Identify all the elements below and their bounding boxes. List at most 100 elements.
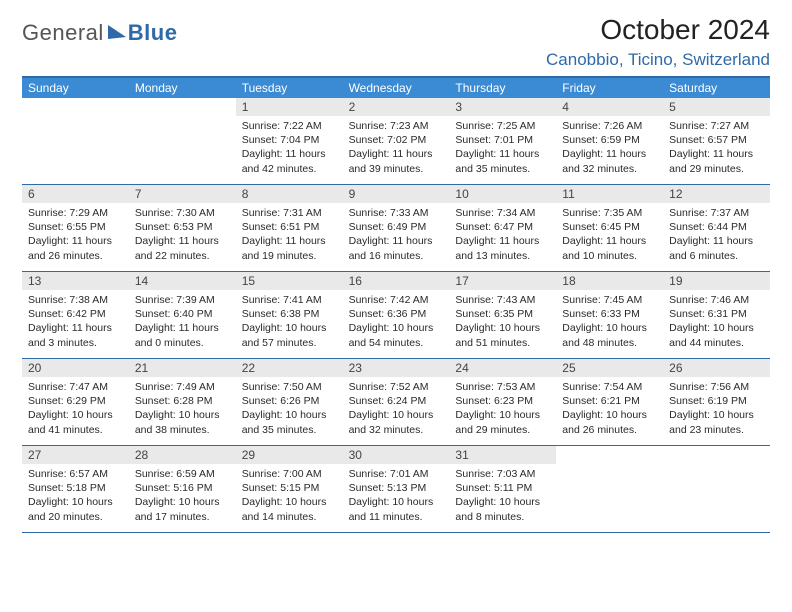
dow-header: Friday (556, 78, 663, 98)
day-number: 6 (22, 185, 129, 203)
daylight-value: Daylight: 10 hours and 11 minutes. (349, 495, 444, 523)
daylight-value: Daylight: 11 hours and 10 minutes. (562, 234, 657, 262)
day-cell: 19Sunrise: 7:46 AMSunset: 6:31 PMDayligh… (663, 272, 770, 358)
day-body: Sunrise: 6:59 AMSunset: 5:16 PMDaylight:… (129, 464, 236, 524)
day-number: 19 (663, 272, 770, 290)
day-cell: 25Sunrise: 7:54 AMSunset: 6:21 PMDayligh… (556, 359, 663, 445)
day-cell: 18Sunrise: 7:45 AMSunset: 6:33 PMDayligh… (556, 272, 663, 358)
sunrise-value: Sunrise: 7:01 AM (349, 467, 444, 481)
day-body: Sunrise: 7:01 AMSunset: 5:13 PMDaylight:… (343, 464, 450, 524)
day-number: 13 (22, 272, 129, 290)
day-body: Sunrise: 7:31 AMSunset: 6:51 PMDaylight:… (236, 203, 343, 263)
sunrise-value: Sunrise: 7:26 AM (562, 119, 657, 133)
day-body: Sunrise: 7:50 AMSunset: 6:26 PMDaylight:… (236, 377, 343, 437)
sunset-value: Sunset: 5:16 PM (135, 481, 230, 495)
day-number: 30 (343, 446, 450, 464)
day-number: 12 (663, 185, 770, 203)
day-body: Sunrise: 7:56 AMSunset: 6:19 PMDaylight:… (663, 377, 770, 437)
sunrise-value: Sunrise: 7:31 AM (242, 206, 337, 220)
sunrise-value: Sunrise: 7:34 AM (455, 206, 550, 220)
sunset-value: Sunset: 6:57 PM (669, 133, 764, 147)
day-number: 22 (236, 359, 343, 377)
sunrise-value: Sunrise: 7:33 AM (349, 206, 444, 220)
logo-text-general: General (22, 20, 104, 46)
dow-header: Wednesday (343, 78, 450, 98)
sunset-value: Sunset: 6:59 PM (562, 133, 657, 147)
daylight-value: Daylight: 11 hours and 29 minutes. (669, 147, 764, 175)
sunset-value: Sunset: 7:04 PM (242, 133, 337, 147)
calendar-page: General Blue October 2024 Canobbio, Tici… (0, 0, 792, 533)
day-number: 2 (343, 98, 450, 116)
calendar: SundayMondayTuesdayWednesdayThursdayFrid… (22, 76, 770, 533)
sunrise-value: Sunrise: 7:30 AM (135, 206, 230, 220)
daylight-value: Daylight: 10 hours and 51 minutes. (455, 321, 550, 349)
sunset-value: Sunset: 6:31 PM (669, 307, 764, 321)
day-number: 7 (129, 185, 236, 203)
day-cell: 8Sunrise: 7:31 AMSunset: 6:51 PMDaylight… (236, 185, 343, 271)
day-body: Sunrise: 7:52 AMSunset: 6:24 PMDaylight:… (343, 377, 450, 437)
day-number: 21 (129, 359, 236, 377)
daylight-value: Daylight: 11 hours and 6 minutes. (669, 234, 764, 262)
weeks-container: ..1Sunrise: 7:22 AMSunset: 7:04 PMDaylig… (22, 98, 770, 533)
sunrise-value: Sunrise: 7:23 AM (349, 119, 444, 133)
sunrise-value: Sunrise: 7:43 AM (455, 293, 550, 307)
daylight-value: Daylight: 10 hours and 17 minutes. (135, 495, 230, 523)
day-cell: 16Sunrise: 7:42 AMSunset: 6:36 PMDayligh… (343, 272, 450, 358)
sunset-value: Sunset: 6:40 PM (135, 307, 230, 321)
day-number: 3 (449, 98, 556, 116)
page-title: October 2024 (546, 14, 770, 46)
day-body: Sunrise: 7:54 AMSunset: 6:21 PMDaylight:… (556, 377, 663, 437)
day-number: 8 (236, 185, 343, 203)
sunset-value: Sunset: 6:24 PM (349, 394, 444, 408)
sunset-value: Sunset: 6:23 PM (455, 394, 550, 408)
sunrise-value: Sunrise: 7:45 AM (562, 293, 657, 307)
sunrise-value: Sunrise: 7:35 AM (562, 206, 657, 220)
day-number: 26 (663, 359, 770, 377)
day-number: 16 (343, 272, 450, 290)
dow-header: Monday (129, 78, 236, 98)
sunrise-value: Sunrise: 7:54 AM (562, 380, 657, 394)
day-cell: 22Sunrise: 7:50 AMSunset: 6:26 PMDayligh… (236, 359, 343, 445)
day-cell: 12Sunrise: 7:37 AMSunset: 6:44 PMDayligh… (663, 185, 770, 271)
day-number: 10 (449, 185, 556, 203)
day-cell: . (663, 446, 770, 532)
day-cell: . (129, 98, 236, 184)
day-cell: 3Sunrise: 7:25 AMSunset: 7:01 PMDaylight… (449, 98, 556, 184)
sunrise-value: Sunrise: 6:57 AM (28, 467, 123, 481)
day-cell: 28Sunrise: 6:59 AMSunset: 5:16 PMDayligh… (129, 446, 236, 532)
sunset-value: Sunset: 7:02 PM (349, 133, 444, 147)
day-number: 5 (663, 98, 770, 116)
day-cell: 30Sunrise: 7:01 AMSunset: 5:13 PMDayligh… (343, 446, 450, 532)
day-cell: 11Sunrise: 7:35 AMSunset: 6:45 PMDayligh… (556, 185, 663, 271)
sunrise-value: Sunrise: 7:38 AM (28, 293, 123, 307)
sunrise-value: Sunrise: 7:37 AM (669, 206, 764, 220)
dow-header: Tuesday (236, 78, 343, 98)
daylight-value: Daylight: 11 hours and 19 minutes. (242, 234, 337, 262)
sunrise-value: Sunrise: 6:59 AM (135, 467, 230, 481)
daylight-value: Daylight: 11 hours and 16 minutes. (349, 234, 444, 262)
day-number: 27 (22, 446, 129, 464)
logo-triangle-icon (108, 23, 126, 39)
sunset-value: Sunset: 6:26 PM (242, 394, 337, 408)
logo-text-blue: Blue (128, 20, 178, 46)
day-body: Sunrise: 7:03 AMSunset: 5:11 PMDaylight:… (449, 464, 556, 524)
sunrise-value: Sunrise: 7:56 AM (669, 380, 764, 394)
sunrise-value: Sunrise: 7:49 AM (135, 380, 230, 394)
dow-header: Saturday (663, 78, 770, 98)
day-cell: 26Sunrise: 7:56 AMSunset: 6:19 PMDayligh… (663, 359, 770, 445)
daylight-value: Daylight: 10 hours and 14 minutes. (242, 495, 337, 523)
day-body: Sunrise: 7:46 AMSunset: 6:31 PMDaylight:… (663, 290, 770, 350)
day-body: Sunrise: 7:47 AMSunset: 6:29 PMDaylight:… (22, 377, 129, 437)
day-cell: 1Sunrise: 7:22 AMSunset: 7:04 PMDaylight… (236, 98, 343, 184)
day-body: Sunrise: 7:53 AMSunset: 6:23 PMDaylight:… (449, 377, 556, 437)
day-body: Sunrise: 7:22 AMSunset: 7:04 PMDaylight:… (236, 116, 343, 176)
title-block: October 2024 Canobbio, Ticino, Switzerla… (546, 14, 770, 70)
week-row: ..1Sunrise: 7:22 AMSunset: 7:04 PMDaylig… (22, 98, 770, 185)
day-cell: 13Sunrise: 7:38 AMSunset: 6:42 PMDayligh… (22, 272, 129, 358)
daylight-value: Daylight: 11 hours and 0 minutes. (135, 321, 230, 349)
dow-header: Sunday (22, 78, 129, 98)
week-row: 13Sunrise: 7:38 AMSunset: 6:42 PMDayligh… (22, 272, 770, 359)
daylight-value: Daylight: 11 hours and 22 minutes. (135, 234, 230, 262)
sunrise-value: Sunrise: 7:29 AM (28, 206, 123, 220)
day-cell: 20Sunrise: 7:47 AMSunset: 6:29 PMDayligh… (22, 359, 129, 445)
